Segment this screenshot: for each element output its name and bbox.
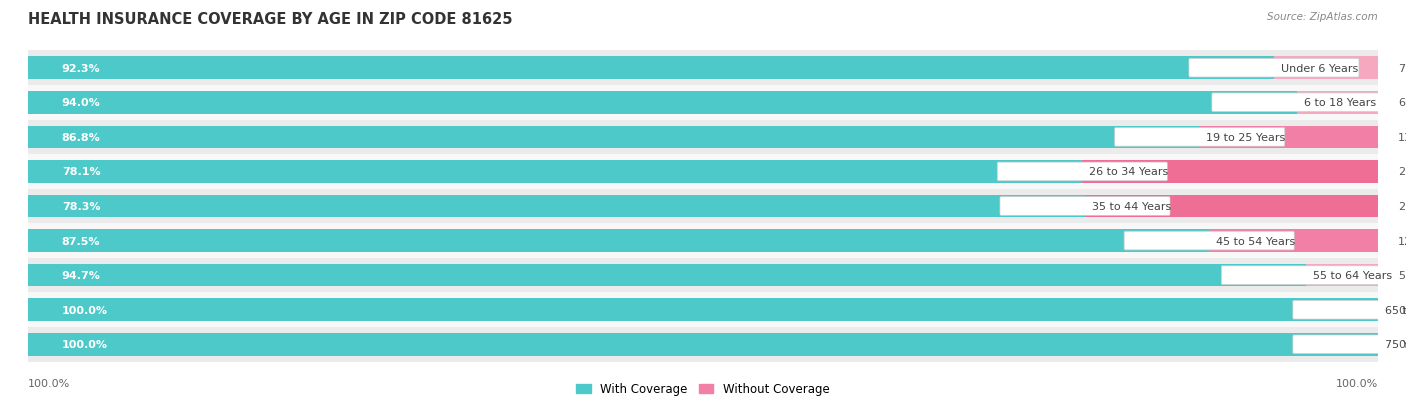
Bar [28, 120, 1378, 155]
Bar [28, 264, 1306, 287]
Bar [1199, 126, 1378, 149]
Bar [28, 189, 1378, 224]
Bar [28, 155, 1378, 189]
Bar [28, 258, 1378, 293]
Text: 78.1%: 78.1% [62, 167, 100, 177]
Text: 6 to 18 Years: 6 to 18 Years [1303, 98, 1375, 108]
FancyBboxPatch shape [1294, 335, 1406, 354]
FancyBboxPatch shape [1115, 128, 1285, 147]
Text: Under 6 Years: Under 6 Years [1281, 64, 1358, 74]
Text: 21.7%: 21.7% [1398, 202, 1406, 211]
Text: 35 to 44 Years: 35 to 44 Years [1091, 202, 1171, 211]
Text: 21.9%: 21.9% [1398, 167, 1406, 177]
Text: 65 to 74 Years: 65 to 74 Years [1385, 305, 1406, 315]
Text: 87.5%: 87.5% [62, 236, 100, 246]
Bar [28, 51, 1378, 86]
Text: 94.7%: 94.7% [62, 271, 101, 280]
Bar [28, 161, 1083, 183]
Bar [28, 299, 1378, 321]
Legend: With Coverage, Without Coverage: With Coverage, Without Coverage [576, 382, 830, 395]
Text: 100.0%: 100.0% [62, 339, 108, 349]
FancyBboxPatch shape [1294, 301, 1406, 319]
Bar [28, 126, 1199, 149]
Text: 5.3%: 5.3% [1398, 271, 1406, 280]
FancyBboxPatch shape [1189, 59, 1360, 78]
Bar [1085, 195, 1378, 218]
FancyBboxPatch shape [997, 163, 1167, 181]
Text: 78.3%: 78.3% [62, 202, 100, 211]
Bar [28, 327, 1378, 362]
Bar [28, 86, 1378, 120]
FancyBboxPatch shape [1000, 197, 1170, 216]
Text: 0.0%: 0.0% [1398, 339, 1406, 349]
Text: Source: ZipAtlas.com: Source: ZipAtlas.com [1267, 12, 1378, 22]
Text: 0.0%: 0.0% [1398, 305, 1406, 315]
Text: 86.8%: 86.8% [62, 133, 101, 142]
Bar [1296, 92, 1378, 114]
Bar [1306, 264, 1378, 287]
Text: 26 to 34 Years: 26 to 34 Years [1090, 167, 1168, 177]
Bar [1083, 161, 1378, 183]
Bar [28, 92, 1296, 114]
FancyBboxPatch shape [1125, 232, 1294, 250]
Bar [28, 333, 1378, 356]
Bar [1209, 230, 1378, 252]
Text: 100.0%: 100.0% [62, 305, 108, 315]
Text: 45 to 54 Years: 45 to 54 Years [1216, 236, 1295, 246]
Bar [28, 195, 1085, 218]
Text: 19 to 25 Years: 19 to 25 Years [1206, 133, 1285, 142]
Bar [1274, 57, 1378, 80]
Text: 13.2%: 13.2% [1398, 133, 1406, 142]
Text: 55 to 64 Years: 55 to 64 Years [1313, 271, 1392, 280]
Bar [28, 293, 1378, 327]
Bar [28, 57, 1274, 80]
Text: 6.0%: 6.0% [1398, 98, 1406, 108]
Text: HEALTH INSURANCE COVERAGE BY AGE IN ZIP CODE 81625: HEALTH INSURANCE COVERAGE BY AGE IN ZIP … [28, 12, 513, 27]
Text: 100.0%: 100.0% [28, 378, 70, 388]
FancyBboxPatch shape [1212, 94, 1382, 112]
Bar [28, 224, 1378, 258]
Bar [28, 230, 1209, 252]
FancyBboxPatch shape [1222, 266, 1392, 285]
Text: 100.0%: 100.0% [1336, 378, 1378, 388]
Text: 75 Years and older: 75 Years and older [1385, 339, 1406, 349]
Text: 92.3%: 92.3% [62, 64, 100, 74]
Text: 94.0%: 94.0% [62, 98, 101, 108]
Text: 7.7%: 7.7% [1398, 64, 1406, 74]
Text: 12.5%: 12.5% [1398, 236, 1406, 246]
